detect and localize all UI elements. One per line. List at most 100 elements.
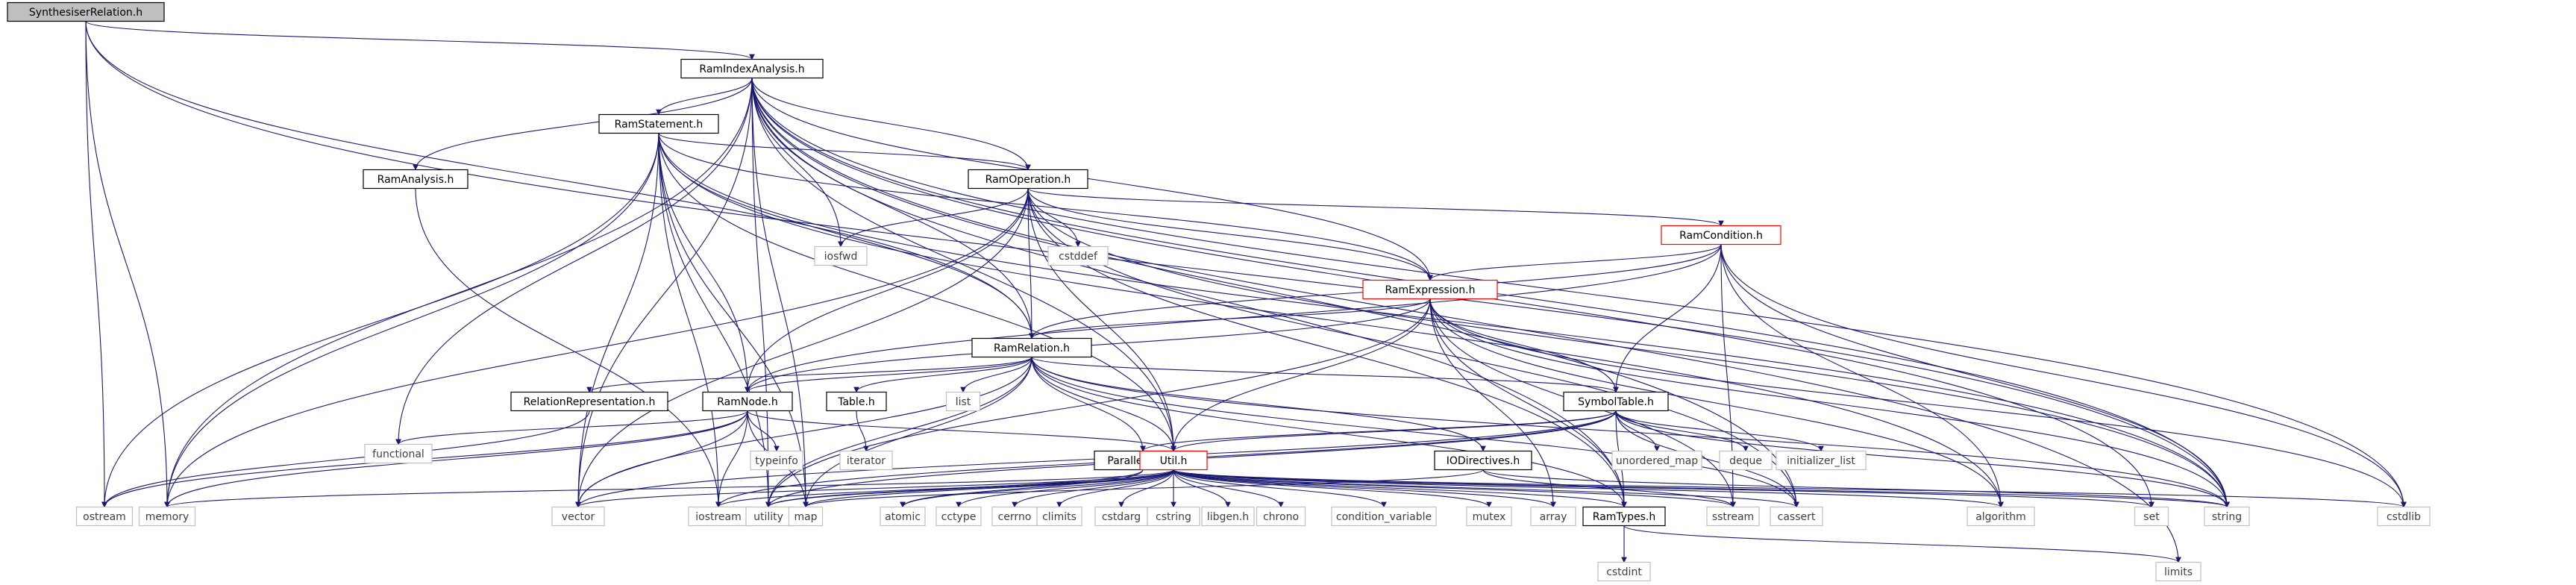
node-cerrno[interactable]: cerrno bbox=[991, 506, 1038, 527]
node-climits[interactable]: climits bbox=[1036, 506, 1082, 527]
edge-rnode-to-iostream bbox=[715, 410, 748, 508]
node-label: chrono bbox=[1263, 511, 1299, 523]
edge-rstmt-to-iostream bbox=[658, 133, 721, 508]
edge-rir-to-rop bbox=[751, 78, 1031, 171]
edge-rir-to-utility bbox=[751, 78, 771, 508]
node-ramcondition-h[interactable]: RamCondition.h bbox=[1661, 225, 1781, 245]
node-ramoperation-h[interactable]: RamOperation.h bbox=[968, 169, 1088, 190]
node-box bbox=[1362, 279, 1498, 300]
node-box bbox=[1661, 225, 1781, 245]
edge-synth-to-memory bbox=[85, 21, 170, 508]
node-ramnode-h[interactable]: RamNode.h bbox=[702, 391, 793, 412]
node-utility[interactable]: utility bbox=[745, 506, 792, 527]
node-table-h[interactable]: Table.h bbox=[826, 391, 887, 412]
node-iosfwd[interactable]: iosfwd bbox=[814, 245, 868, 266]
node-iostream[interactable]: iostream bbox=[688, 506, 749, 527]
node-iterator[interactable]: iterator bbox=[839, 450, 893, 471]
edge-table-to-iterator bbox=[856, 410, 869, 452]
edge-rexpr-to-util bbox=[1171, 298, 1431, 452]
node-list[interactable]: list bbox=[945, 391, 981, 412]
node-cstring[interactable]: cstring bbox=[1147, 506, 1200, 527]
node-cstdlib[interactable]: cstdlib bbox=[2377, 506, 2431, 527]
node-cstdarg[interactable]: cstdarg bbox=[1094, 506, 1148, 527]
node-util-h[interactable]: Util.h bbox=[1139, 450, 1208, 471]
node-chrono[interactable]: chrono bbox=[1256, 506, 1306, 527]
edge-iodir-to-map bbox=[803, 469, 1484, 508]
node-label: cstdint bbox=[1606, 566, 1642, 578]
node-label: Util.h bbox=[1160, 455, 1188, 467]
node-label: cstdlib bbox=[2387, 511, 2421, 523]
node-box bbox=[968, 169, 1088, 190]
edge-util-to-cctype bbox=[956, 469, 1174, 508]
node-label: cstdarg bbox=[1102, 511, 1141, 523]
node-label: SymbolTable.h bbox=[1578, 396, 1654, 408]
node-vector[interactable]: vector bbox=[551, 506, 605, 527]
edge-rir-to-rtypes bbox=[751, 78, 1627, 508]
node-box bbox=[936, 506, 982, 527]
node-box bbox=[7, 1, 165, 22]
edge-rrel-to-rnode bbox=[745, 357, 1032, 393]
node-sstream[interactable]: sstream bbox=[1706, 506, 1760, 527]
edge-synth-to-rir bbox=[85, 21, 755, 60]
node-label: deque bbox=[1729, 455, 1762, 467]
edge-rir-to-vector bbox=[575, 78, 753, 508]
node-unordered-map[interactable]: unordered_map bbox=[1611, 450, 1702, 471]
node-algorithm[interactable]: algorithm bbox=[1967, 506, 2035, 527]
node-box bbox=[2204, 506, 2250, 527]
edge-rrel-to-table bbox=[853, 357, 1032, 393]
node-label: RamTypes.h bbox=[1593, 511, 1655, 523]
node-ramexpression-h[interactable]: RamExpression.h bbox=[1362, 279, 1498, 300]
node-label: RamOperation.h bbox=[985, 174, 1071, 186]
edge-rrel-to-relrep bbox=[586, 357, 1032, 393]
node-synthesiserrelation-h[interactable]: SynthesiserRelation.h bbox=[7, 1, 165, 22]
node-label: cerrno bbox=[998, 511, 1032, 523]
node-ramrelation-h[interactable]: RamRelation.h bbox=[971, 337, 1092, 358]
edge-util-to-cstdarg bbox=[1118, 469, 1174, 508]
node-label: RamIndexAnalysis.h bbox=[699, 63, 804, 75]
node-cctype[interactable]: cctype bbox=[936, 506, 982, 527]
node-iodirectives-h[interactable]: IODirectives.h bbox=[1434, 450, 1532, 471]
node-ramanalysis-h[interactable]: RamAnalysis.h bbox=[363, 169, 468, 190]
edge-rcond-to-rexpr bbox=[1427, 244, 1722, 281]
node-ramstatement-h[interactable]: RamStatement.h bbox=[598, 113, 719, 134]
node-label: climits bbox=[1042, 511, 1077, 523]
node-relationrepresentation-h[interactable]: RelationRepresentation.h bbox=[510, 391, 668, 412]
edge-rir-to-util bbox=[751, 78, 1176, 452]
node-deque[interactable]: deque bbox=[1719, 450, 1773, 471]
edge-rir-to-rexpr bbox=[751, 78, 1433, 281]
edge-rir-to-iosfwd bbox=[751, 78, 844, 248]
node-symboltable-h[interactable]: SymbolTable.h bbox=[1563, 391, 1669, 412]
node-libgen-h[interactable]: libgen.h bbox=[1201, 506, 1255, 527]
node-cstdint[interactable]: cstdint bbox=[1597, 561, 1651, 582]
edge-util-to-chrono bbox=[1173, 469, 1284, 508]
edge-rnode-to-functional bbox=[395, 410, 748, 445]
node-limits[interactable]: limits bbox=[2155, 561, 2201, 582]
node-cassert[interactable]: cassert bbox=[1770, 506, 1823, 527]
node-initializer-list[interactable]: initializer_list bbox=[1776, 450, 1867, 471]
node-box bbox=[1530, 506, 1576, 527]
node-ostream[interactable]: ostream bbox=[75, 506, 134, 527]
edge-util-to-atomic bbox=[900, 469, 1174, 508]
edge-rop-to-memory bbox=[164, 188, 1029, 508]
node-ramtypes-h[interactable]: RamTypes.h bbox=[1582, 506, 1666, 527]
node-set[interactable]: set bbox=[2134, 506, 2169, 527]
node-label: sstream bbox=[1712, 511, 1754, 523]
node-map[interactable]: map bbox=[788, 506, 824, 527]
node-functional[interactable]: functional bbox=[364, 443, 433, 464]
node-label: RelationRepresentation.h bbox=[524, 396, 656, 408]
edge-rop-to-rrel bbox=[1027, 188, 1035, 340]
node-label: IODirectives.h bbox=[1447, 455, 1520, 467]
node-typeinfo[interactable]: typeinfo bbox=[750, 450, 803, 471]
node-cstddef[interactable]: cstddef bbox=[1047, 245, 1109, 266]
node-string[interactable]: string bbox=[2204, 506, 2250, 527]
node-label: list bbox=[956, 396, 971, 408]
node-atomic[interactable]: atomic bbox=[880, 506, 926, 527]
edge-rstmt-to-rnode bbox=[658, 133, 750, 393]
edge-rexpr-to-symtab bbox=[1429, 298, 1619, 393]
node-condition-variable[interactable]: condition_variable bbox=[1331, 506, 1437, 527]
node-mutex[interactable]: mutex bbox=[1466, 506, 1512, 527]
node-ramindexanalysis-h[interactable]: RamIndexAnalysis.h bbox=[680, 58, 824, 79]
node-memory[interactable]: memory bbox=[138, 506, 196, 527]
node-array[interactable]: array bbox=[1530, 506, 1576, 527]
